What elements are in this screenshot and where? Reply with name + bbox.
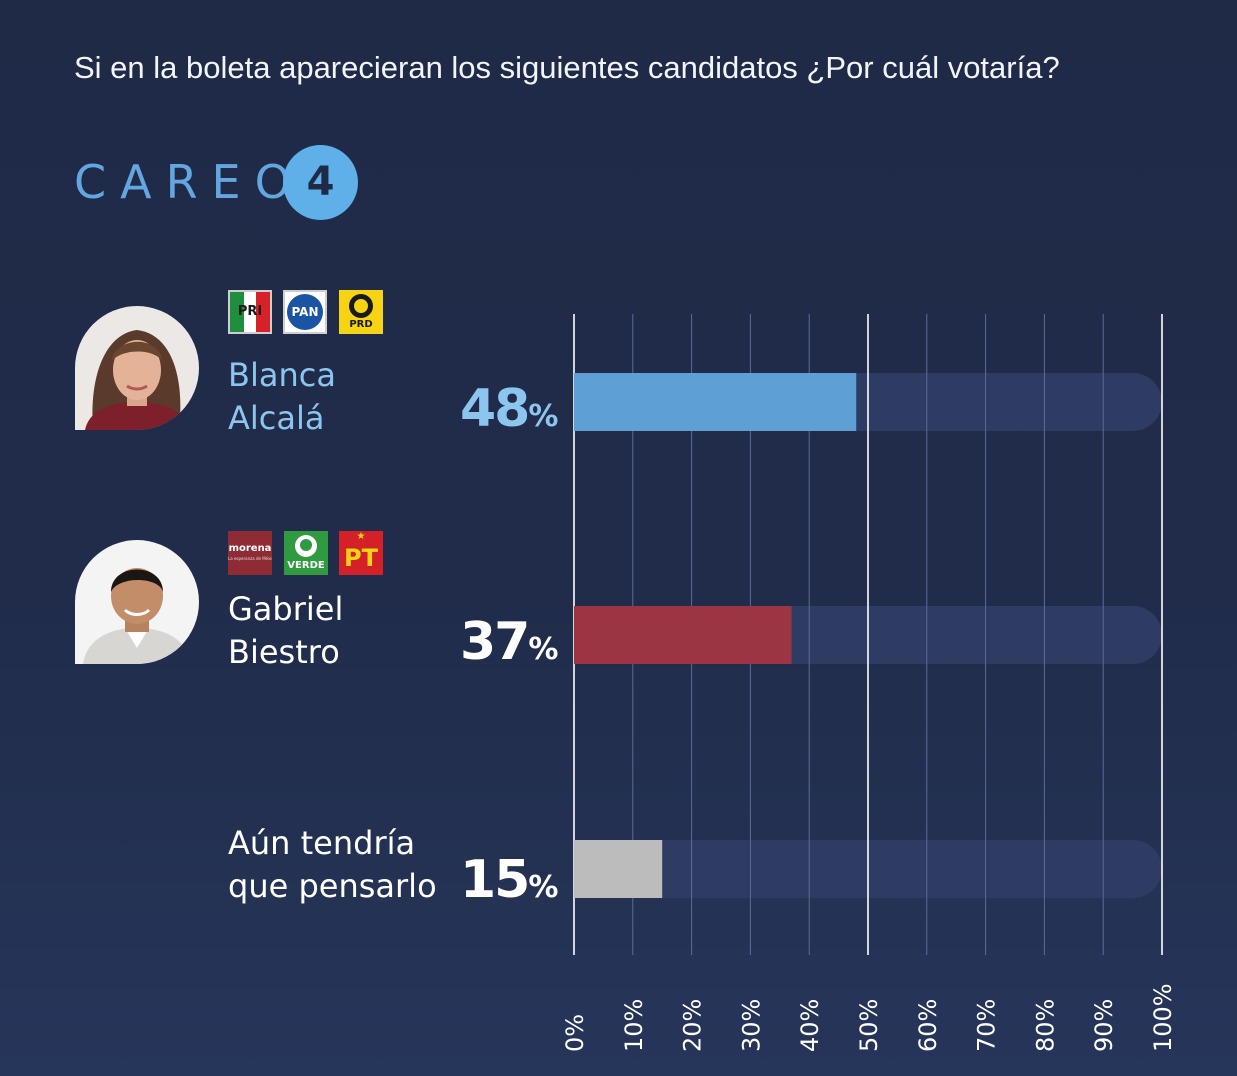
x-tick-label: 60% [914, 999, 942, 1052]
candidate-name-gabriel: Gabriel Biestro [228, 590, 344, 671]
careo-label: CAREO [74, 155, 305, 209]
verde-logo-icon: VERDE [284, 531, 328, 575]
percent-label-blanca: 48% [460, 379, 559, 439]
x-tick-label: 10% [620, 999, 648, 1052]
x-tick-label: 70% [973, 999, 1001, 1052]
pt-logo-icon: ★ PT [339, 531, 383, 575]
pri-logo-icon: PRI [228, 290, 272, 334]
x-tick-label: 90% [1090, 999, 1118, 1052]
question-title: Si en la boleta aparecieran los siguient… [74, 50, 1060, 85]
x-tick-label: 20% [679, 999, 707, 1052]
bar [574, 840, 663, 898]
candidate-photo-blanca [75, 306, 199, 430]
prd-logo-icon: PRD [339, 290, 383, 334]
percent-label-undecided: 15% [460, 850, 559, 910]
x-tick-label: 50% [855, 999, 883, 1052]
careo-number-badge: 4 [283, 145, 358, 220]
bar [574, 373, 857, 431]
percent-label-gabriel: 37% [460, 612, 559, 672]
bar [574, 606, 792, 664]
x-tick-label: 0% [561, 1014, 589, 1052]
candidate-photo-gabriel [75, 540, 199, 664]
x-tick-label: 80% [1031, 999, 1059, 1052]
morena-logo-icon: morena La esperanza de México [228, 531, 272, 575]
pan-logo-icon: PAN [283, 290, 327, 334]
candidate-name-blanca: Blanca Alcalá [228, 356, 336, 437]
x-tick-label: 30% [737, 999, 765, 1052]
undecided-label: Aún tendría que pensarlo [228, 824, 437, 905]
x-tick-label: 100% [1149, 983, 1177, 1052]
x-tick-label: 40% [796, 999, 824, 1052]
